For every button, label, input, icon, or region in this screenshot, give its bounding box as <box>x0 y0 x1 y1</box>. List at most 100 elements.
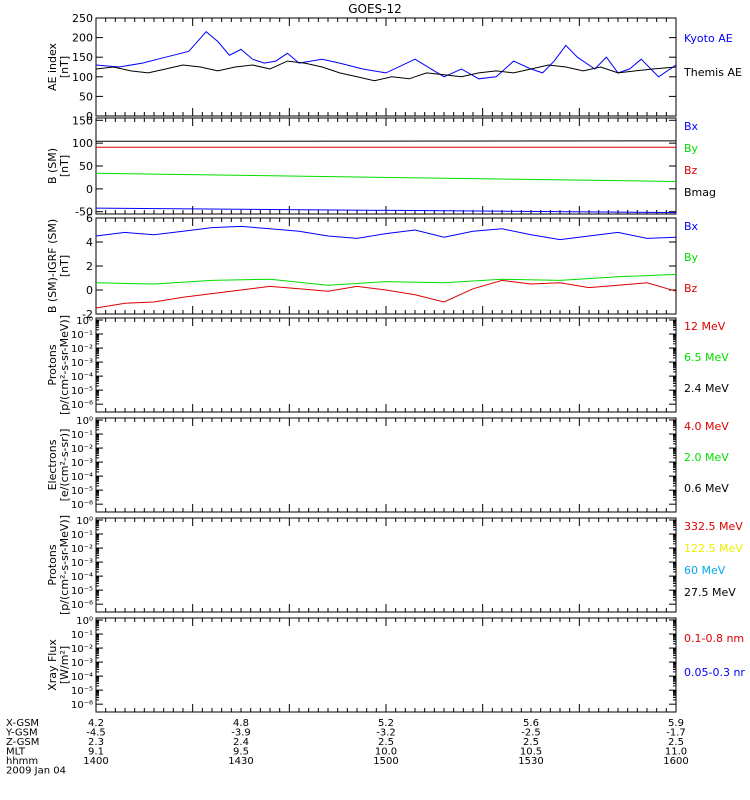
y-tick-label: 10⁻¹ <box>71 430 93 441</box>
y-tick-label: 150 <box>72 114 93 127</box>
orbit-value: 2.5 <box>668 737 684 748</box>
y-axis-label-line: [nT] <box>58 56 71 78</box>
orbit-table: X-GSM 4.2 4.8 5.2 5.6 5.9 Y-GSM -4.5 -3.9 -3.2 -2.… <box>5 718 689 777</box>
panel-frame <box>95 317 677 413</box>
orbit-value: 9.1 <box>88 747 104 758</box>
legend-entry: By <box>684 142 699 155</box>
legend-entry: 60 MeV <box>684 564 726 577</box>
y-tick-label: 10⁻⁶ <box>71 600 93 611</box>
y-axis-label: Electrons [e/(cm²-s-sr)] <box>46 429 71 502</box>
y-axis-label-line: B (SM) <box>46 148 59 184</box>
panel-frame <box>95 517 677 613</box>
y-tick-label: 100 <box>72 71 93 84</box>
legend-entry: 12 MeV <box>684 320 726 333</box>
legend-entry: Bmag <box>684 186 716 199</box>
orbit-value: 1530 <box>518 756 543 767</box>
panel-frame <box>95 617 677 713</box>
legend-entry: Kyoto AE <box>684 32 733 45</box>
y-tick-label: 4 <box>86 236 93 249</box>
legend-entry: 0.1-0.8 nm <box>684 632 744 645</box>
y-axis-label: Protons [p/(cm²-s-sr-MeV)] <box>46 315 71 415</box>
legend-entry: 4.0 MeV <box>684 420 729 433</box>
legend-entry: 0.05-0.3 nr <box>684 666 745 679</box>
panel-ae: 0 50 100 150 200 250 AE index [nT] Kyoto AE Themi… <box>46 12 742 123</box>
orbit-value: 1430 <box>228 756 253 767</box>
panel-frame <box>95 17 677 117</box>
orbit-value: -3.2 <box>376 728 396 739</box>
y-tick-label: 10⁻² <box>71 644 93 655</box>
y-tick-label: 6 <box>86 212 93 225</box>
legend-entry: 2.4 MeV <box>684 382 729 395</box>
y-tick-label: 2 <box>86 260 93 273</box>
y-tick-label: 10⁻⁶ <box>71 700 93 711</box>
y-axis-label: B (SM) [nT] <box>46 148 71 184</box>
y-axis-label-line: [p/(cm²-s-sr-MeV)] <box>58 515 71 615</box>
y-tick-label: 100 <box>72 137 93 150</box>
y-tick-label: 150 <box>72 51 93 64</box>
orbit-value: 11.0 <box>665 747 687 758</box>
orbit-value: 4.2 <box>88 718 104 729</box>
series-line-themis-ae <box>95 60 677 82</box>
orbit-row-label: X-GSM <box>6 718 39 729</box>
panel-bsm: -50 0 50 100 150 B (SM) [nT] Bx By Bz Bmag <box>46 114 716 218</box>
orbit-value: -3.9 <box>231 728 251 739</box>
y-tick-label: 10⁰ <box>76 316 93 327</box>
orbit-value: 1500 <box>373 756 398 767</box>
y-tick-label: 10⁻⁵ <box>71 386 93 397</box>
legend-entry: 122.5 MeV <box>684 542 743 555</box>
y-axis-label-line: [nT] <box>58 255 71 277</box>
legend-entry: By <box>684 251 699 264</box>
y-tick-label: 10⁻⁴ <box>71 572 93 583</box>
y-tick-label: 10⁰ <box>76 416 93 427</box>
orbit-date: 2009 Jan 04 <box>6 766 66 777</box>
orbit-value: -1.7 <box>666 728 686 739</box>
y-axis-label: Xray Flux [W/m²] <box>46 639 71 691</box>
y-tick-label: 10⁻¹ <box>71 630 93 641</box>
y-tick-label: 10⁰ <box>76 516 93 527</box>
legend-entry: 2.0 MeV <box>684 451 729 464</box>
y-tick-label: 10⁰ <box>76 616 93 627</box>
y-tick-label: 10⁻² <box>71 444 93 455</box>
y-tick-label: 50 <box>79 160 93 173</box>
orbit-value: 10.0 <box>375 747 397 758</box>
y-tick-label: 0 <box>86 110 93 123</box>
plot-title: GOES-12 <box>348 2 402 16</box>
y-axis-label-line: B (SM)-IGRF (SM) <box>46 219 59 313</box>
y-axis-label-line: Protons <box>46 544 59 585</box>
y-tick-label: 10⁻⁵ <box>71 486 93 497</box>
orbit-value: 1600 <box>663 756 688 767</box>
y-tick-label: 250 <box>72 12 93 25</box>
y-axis-label: Protons [p/(cm²-s-sr-MeV)] <box>46 515 71 615</box>
legend-entry: 6.5 MeV <box>684 351 729 364</box>
series-line-bz <box>95 279 677 309</box>
orbit-row-label: MLT <box>6 747 26 758</box>
series-line-bx <box>95 225 677 241</box>
y-tick-label: 0 <box>86 183 93 196</box>
y-tick-label: 50 <box>79 90 93 103</box>
legend-entry: Bz <box>684 164 698 177</box>
y-axis-label-line: Xray Flux <box>46 639 59 691</box>
y-axis-label-line: [W/m²] <box>58 646 71 684</box>
legend-entry: Bz <box>684 282 698 295</box>
orbit-row-label: Y-GSM <box>5 728 38 739</box>
orbit-value: 4.8 <box>233 718 249 729</box>
y-axis-label-line: [p/(cm²-s-sr-MeV)] <box>58 315 71 415</box>
y-tick-label: 10⁻¹ <box>71 530 93 541</box>
panel-bigrf: -2 0 2 4 6 B (SM)-IGRF (SM) [nT] Bx By Bz <box>46 212 699 321</box>
series-line-by <box>95 273 677 286</box>
series-line-by <box>95 172 677 182</box>
legend-entry: Themis AE <box>683 66 742 79</box>
y-tick-label: 10⁻⁶ <box>71 500 93 511</box>
y-tick-label: 10⁻⁵ <box>71 686 93 697</box>
y-tick-label: 10⁻³ <box>71 458 93 469</box>
orbit-value: 2.4 <box>233 737 249 748</box>
orbit-value: 5.6 <box>523 718 539 729</box>
legend-entry: Bx <box>684 220 699 233</box>
y-tick-label: 10⁻¹ <box>71 330 93 341</box>
orbit-value: -2.5 <box>521 728 541 739</box>
orbit-value: 10.5 <box>520 747 542 758</box>
